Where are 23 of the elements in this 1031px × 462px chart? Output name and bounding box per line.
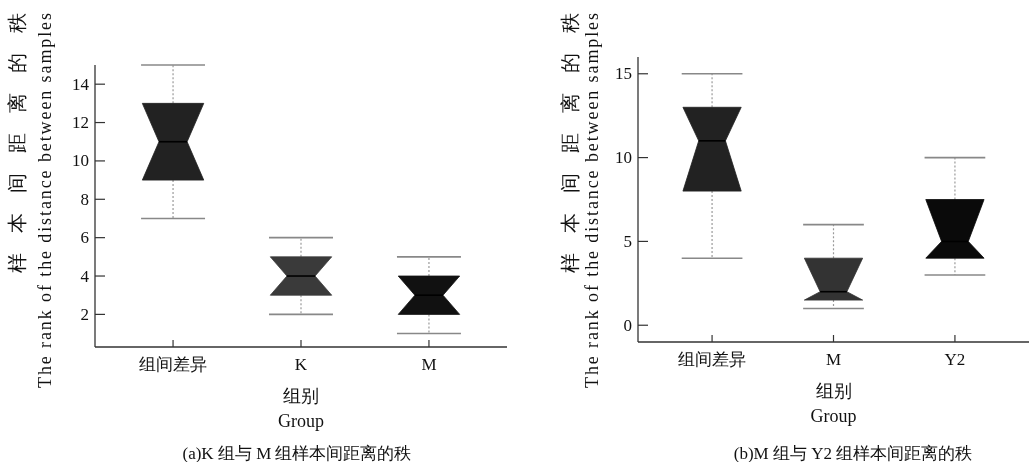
x-axis-title: 组别 Group — [810, 381, 857, 426]
x-tick-label: M — [825, 350, 842, 369]
y-tick-label: 6 — [80, 228, 89, 248]
y-tick-label: 14 — [72, 74, 90, 94]
x-tick-label: 组间差异 — [678, 350, 747, 369]
text: (a)K 组与 M 组样本间距离的秩 — [182, 443, 412, 462]
text: (b)M 组与 Y2 组样本间距离的秩 — [733, 443, 973, 462]
y-axis-title: 样本间距离的秩 The rank of the distance between samples — [559, 13, 602, 388]
y-tick-label: 2 — [80, 304, 89, 324]
y-tick-label: 0 — [623, 315, 632, 335]
x-tick-label: Y2 — [944, 350, 966, 369]
y-tick-label: 8 — [80, 189, 89, 209]
y-tick-label: 10 — [72, 151, 89, 171]
y-tick-label: 10 — [615, 148, 632, 168]
x-tick-label: 组间差异 — [139, 355, 208, 374]
y-tick-label: 5 — [623, 231, 632, 251]
y-tick-label: 15 — [615, 64, 632, 84]
y-axis-title: 样本间距离的秩 The rank of the distance between samples — [6, 13, 55, 388]
x-axis-title: 组别 Group — [278, 386, 324, 431]
y-tick-label: 4 — [80, 266, 90, 286]
x-tick-label: K — [294, 355, 308, 374]
y-tick-label: 12 — [72, 113, 89, 133]
x-tick-label: M — [421, 355, 437, 374]
